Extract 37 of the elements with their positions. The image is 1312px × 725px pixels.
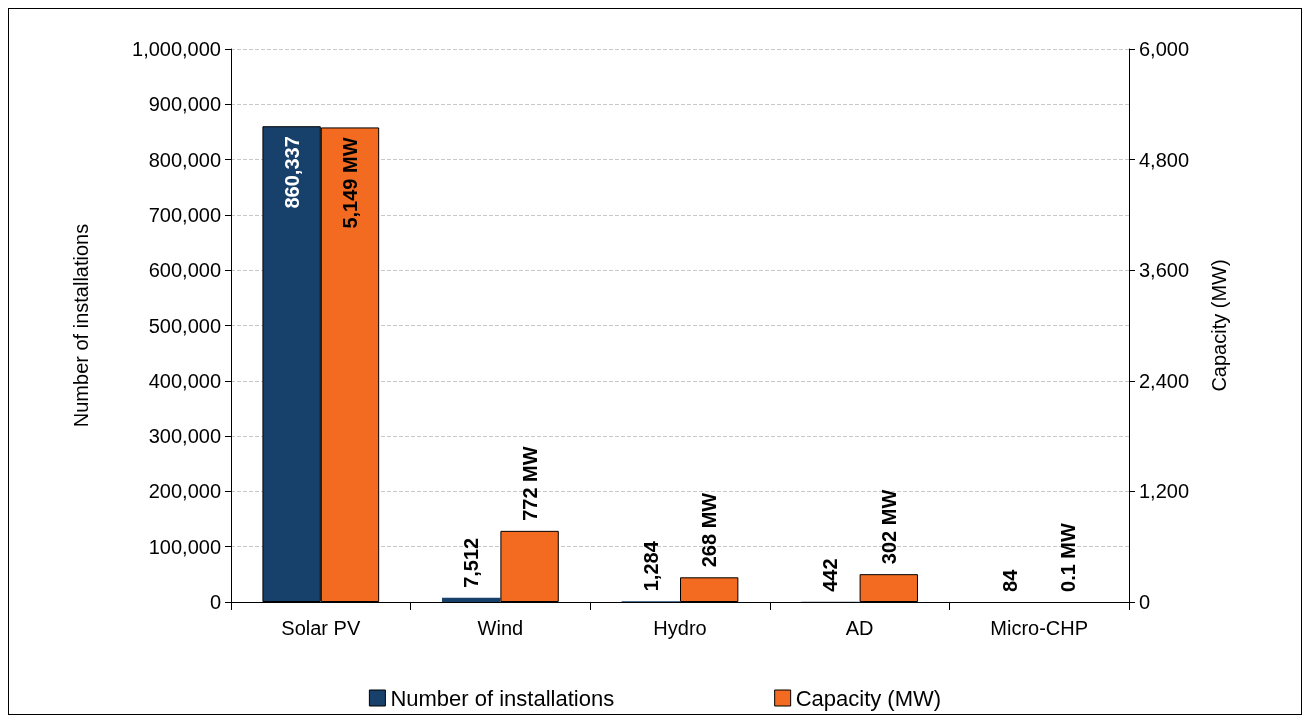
data-label: 5,149 MW: [338, 137, 361, 229]
y-tick-label: 600,000: [148, 259, 221, 282]
x-tick-label: Hydro: [653, 617, 707, 639]
legend-label: Number of installations: [390, 685, 615, 711]
y2-tick-label: 0: [1139, 591, 1151, 613]
y-axis-title: Number of installations: [70, 223, 92, 428]
y-tick-label: 400,000: [148, 369, 221, 392]
data-label: 1,284: [639, 540, 662, 592]
y2-tick-label: 4,800: [1139, 148, 1190, 171]
data-label: 268 MW: [698, 492, 721, 568]
y-tick-label: 900,000: [148, 93, 221, 116]
y2-axis-title: Capacity (MW): [1208, 259, 1230, 392]
data-label: 302 MW: [877, 489, 900, 565]
y2-tick-label: 1,200: [1139, 480, 1190, 503]
x-tick-label: Wind: [477, 617, 524, 639]
data-label: 772 MW: [518, 446, 541, 521]
y-tick-label: 300,000: [148, 425, 221, 448]
y2-tick-label: 3,600: [1139, 259, 1190, 282]
y-tick-label: 100,000: [148, 535, 221, 558]
data-label: 7,512: [460, 537, 483, 588]
y-tick-label: 1,000,000: [132, 38, 221, 60]
y-tick-label: 0: [209, 591, 221, 613]
data-label: 442: [819, 558, 842, 592]
y2-tick-label: 6,000: [1139, 38, 1190, 60]
y-tick-label: 200,000: [148, 480, 221, 503]
x-tick-label: Solar PV: [281, 617, 361, 639]
y-tick-label: 800,000: [148, 148, 221, 171]
y2-tick-label: 2,400: [1139, 369, 1190, 392]
y-tick-label: 700,000: [148, 203, 221, 226]
bar: [442, 597, 501, 602]
data-label: 860,337: [280, 136, 303, 209]
x-tick-label: AD: [845, 617, 874, 639]
data-label: 0.1 MW: [1057, 522, 1080, 592]
data-label: 84: [999, 568, 1022, 592]
y-tick-label: 500,000: [148, 314, 221, 337]
legend-label: Capacity (MW): [795, 685, 942, 711]
x-tick-label: Micro-CHP: [990, 617, 1089, 639]
